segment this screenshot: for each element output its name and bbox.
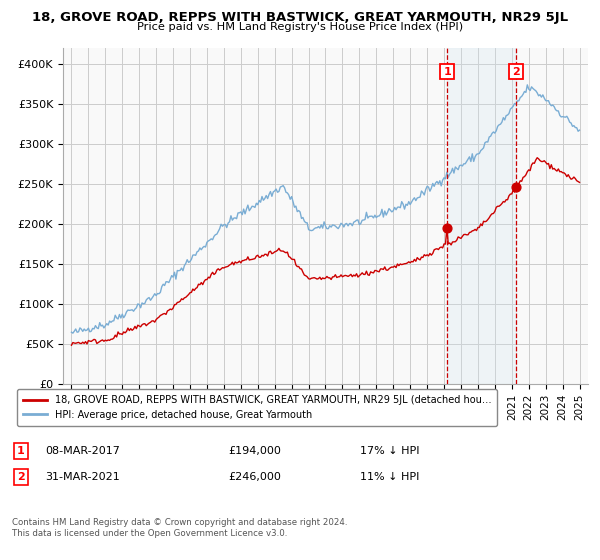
Point [442,224,452,233]
Text: 1: 1 [17,446,25,456]
Legend: 18, GROVE ROAD, REPPS WITH BASTWICK, GREAT YARMOUTH, NR29 5JL (detached hou…, HP: 18, GROVE ROAD, REPPS WITH BASTWICK, GRE… [17,389,497,426]
Text: 08-MAR-2017: 08-MAR-2017 [45,446,120,456]
Text: £246,000: £246,000 [228,472,281,482]
Text: 2: 2 [17,472,25,482]
Text: 2: 2 [512,67,520,77]
Text: 17% ↓ HPI: 17% ↓ HPI [360,446,419,456]
Bar [447,48,516,384]
Text: Contains HM Land Registry data © Crown copyright and database right 2024.: Contains HM Land Registry data © Crown c… [12,519,347,528]
Text: Price paid vs. HM Land Registry's House Price Index (HPI): Price paid vs. HM Land Registry's House … [137,22,463,32]
Text: 11% ↓ HPI: 11% ↓ HPI [360,472,419,482]
Text: This data is licensed under the Open Government Licence v3.0.: This data is licensed under the Open Gov… [12,530,287,539]
Point [511,183,521,192]
Text: £194,000: £194,000 [228,446,281,456]
Text: 1: 1 [443,67,451,77]
Text: 31-MAR-2021: 31-MAR-2021 [45,472,120,482]
Text: 18, GROVE ROAD, REPPS WITH BASTWICK, GREAT YARMOUTH, NR29 5JL: 18, GROVE ROAD, REPPS WITH BASTWICK, GRE… [32,11,568,24]
